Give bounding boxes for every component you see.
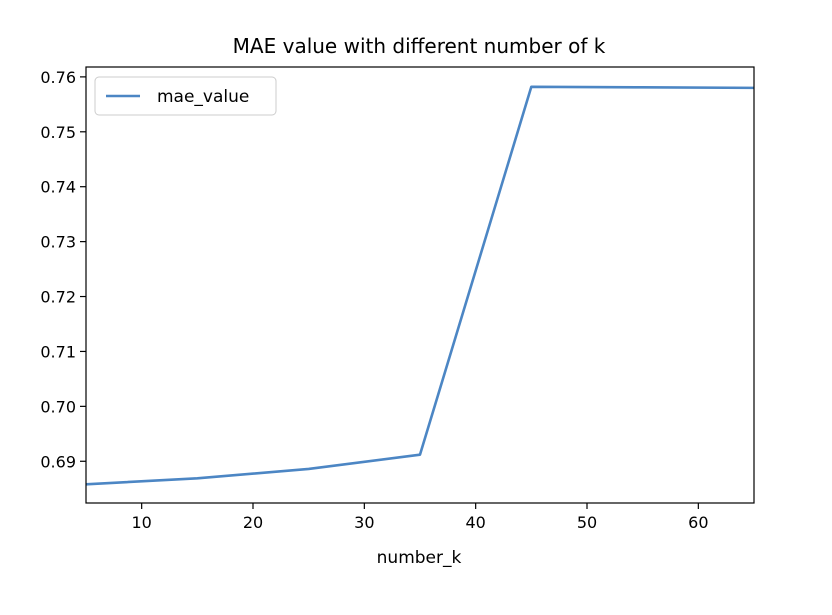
x-tick-label: 60	[688, 513, 708, 532]
y-tick-label: 0.74	[40, 178, 76, 197]
x-tick-label: 30	[354, 513, 374, 532]
y-tick-label: 0.69	[40, 452, 76, 471]
y-tick-label: 0.72	[40, 288, 76, 307]
y-tick-label: 0.75	[40, 123, 76, 142]
y-tick-label: 0.73	[40, 233, 76, 252]
legend-label: mae_value	[157, 87, 249, 107]
y-tick-label: 0.76	[40, 68, 76, 87]
plot-frame	[85, 66, 755, 504]
x-tick-label: 10	[131, 513, 151, 532]
chart-title: MAE value with different number of k	[233, 34, 606, 58]
series-line-mae-value	[86, 85, 754, 486]
plot-area	[86, 67, 754, 503]
legend-box	[94, 76, 277, 116]
y-tick-label: 0.70	[40, 397, 76, 416]
y-tick-label: 0.71	[40, 342, 76, 361]
x-axis-label: number_k	[377, 548, 462, 568]
x-tick-label: 50	[577, 513, 597, 532]
x-tick-label: 40	[465, 513, 485, 532]
x-tick-label: 20	[243, 513, 263, 532]
